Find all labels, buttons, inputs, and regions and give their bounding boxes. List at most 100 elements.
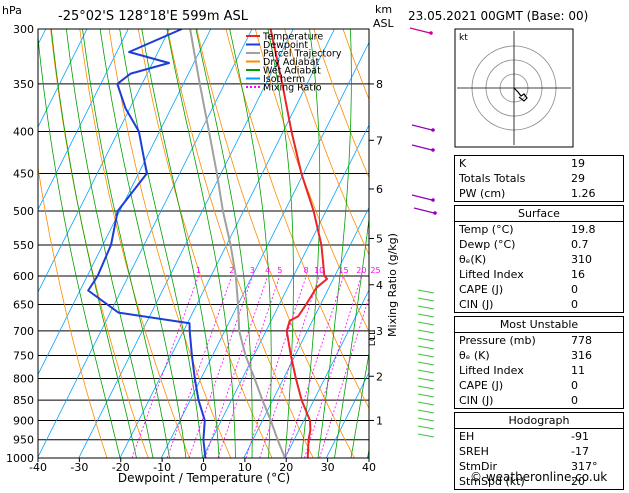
mixing-ratio-tick-label: 5 [277, 266, 282, 275]
wind-barb [418, 290, 434, 293]
wind-barb [414, 208, 434, 213]
mixing-ratio-line [320, 276, 376, 458]
km-tick-label: 1 [376, 414, 383, 427]
surface-cin-row: CIN (J)0 [455, 297, 623, 312]
wind-barb [418, 322, 434, 325]
mixing-ratio-tick-label: 20 [356, 266, 366, 275]
wet-adiabat-line [37, 29, 120, 458]
wind-barb-dot [431, 148, 435, 152]
wind-barb [410, 28, 430, 33]
km-tick-label: 4 [376, 279, 383, 292]
surface-title: Surface [455, 206, 623, 222]
wind-barb [418, 418, 434, 421]
wind-barb-dot [433, 211, 437, 215]
pressure-tick-label: 950 [13, 434, 34, 447]
pressure-tick-label: 750 [13, 349, 34, 362]
pressure-tick-label: 850 [13, 394, 34, 407]
km-label: km [375, 3, 392, 16]
mixing-ratio-tick-label: 25 [370, 266, 380, 275]
mixing-ratio-tick-label: 3 [250, 266, 255, 275]
temperature-tick-label: -30 [70, 461, 88, 474]
wind-barb [418, 354, 434, 357]
location-title: -25°02'S 128°18'E 599m ASL [58, 9, 249, 24]
most-unstable-title: Most Unstable [455, 317, 623, 333]
surface-box: Surface Temp (°C)19.8 Dewp (°C)0.7 θₑ(K)… [454, 205, 624, 313]
wind-barb [418, 378, 434, 381]
sreh-row: SREH-17 [455, 444, 623, 459]
wind-barb [412, 195, 432, 200]
surface-temp-row: Temp (°C)19.8 [455, 222, 623, 237]
wind-barb [418, 298, 434, 301]
mixing-ratio-line [132, 276, 199, 458]
wind-barb [418, 362, 434, 365]
km-tick-label: 6 [376, 183, 383, 196]
surface-cape-row: CAPE (J)0 [455, 282, 623, 297]
wind-barb [418, 306, 434, 309]
wind-barb [418, 386, 434, 389]
wind-barb [418, 394, 434, 397]
mu-cape-row: CAPE (J)0 [455, 378, 623, 393]
mixing-ratio-tick-label: 4 [265, 266, 270, 275]
asl-label: ASL [373, 17, 395, 30]
wind-barb [418, 410, 434, 413]
km-tick-label: 7 [376, 134, 383, 147]
mu-cin-row: CIN (J)0 [455, 393, 623, 408]
mixing-ratio-line [304, 276, 361, 458]
dry-adiabat-line [51, 29, 149, 458]
km-tick-label: 2 [376, 370, 383, 383]
wind-barb-dot [429, 31, 433, 35]
mixing-ratio-tick-label: 15 [338, 266, 348, 275]
lcl-label: LCL [368, 330, 378, 346]
mixing-ratio-line [205, 276, 268, 458]
wind-barb [418, 314, 434, 317]
pressure-tick-label: 350 [13, 78, 34, 91]
wind-barb [418, 370, 434, 373]
hodograph-kt-label: kt [459, 33, 468, 43]
hpa-label: hPa [2, 4, 22, 17]
wind-barb-dot [431, 198, 435, 202]
wind-barb [412, 145, 432, 150]
pw-row: PW (cm)1.26 [455, 186, 623, 201]
wind-barb-dot [431, 128, 435, 132]
surface-dewp-row: Dewp (°C)0.7 [455, 237, 623, 252]
legend-entry: Mixing Ratio [263, 83, 322, 94]
hodograph-stats-title: Hodograph [455, 413, 623, 429]
pressure-tick-label: 800 [13, 372, 34, 385]
mixing-ratio-line [189, 276, 253, 458]
pressure-tick-label: 650 [13, 299, 34, 312]
mixing-ratio-line [246, 276, 306, 458]
mixing-ratio-tick-label: 10 [314, 266, 324, 275]
footer-credit[interactable]: © weatheronline.co.uk [470, 470, 607, 484]
hodograph: kt [455, 29, 573, 147]
pressure-tick-label: 700 [13, 325, 34, 338]
pressure-tick-label: 550 [13, 239, 34, 252]
mixing-ratio-tick-label: 2 [229, 266, 234, 275]
wind-barb [412, 125, 432, 130]
wind-barb [418, 426, 434, 429]
mu-pressure-row: Pressure (mb)778 [455, 333, 623, 348]
wet-adiabat-line [83, 29, 170, 458]
pressure-tick-label: 600 [13, 270, 34, 283]
wind-barb [418, 338, 434, 341]
pressure-tick-label: 500 [13, 205, 34, 218]
temperature-tick-label: -40 [29, 461, 47, 474]
mixing-ratio-tick-label: 1 [196, 266, 201, 275]
wet-adiabat-line [100, 29, 186, 458]
pressure-tick-label: 450 [13, 167, 34, 180]
most-unstable-box: Most Unstable Pressure (mb)778 θₑ (K)316… [454, 316, 624, 409]
surface-theta-row: θₑ(K)310 [455, 252, 623, 267]
km-tick-label: 5 [376, 232, 383, 245]
wet-adiabat-line [51, 29, 136, 458]
mu-theta-row: θₑ (K)316 [455, 348, 623, 363]
isotherm-line [0, 29, 5, 458]
mixing-ratio-label: Mixing Ratio (g/kg) [386, 233, 399, 337]
pressure-tick-label: 300 [13, 23, 34, 36]
x-axis-label: Dewpoint / Temperature (°C) [118, 471, 290, 485]
wind-barb [418, 402, 434, 405]
